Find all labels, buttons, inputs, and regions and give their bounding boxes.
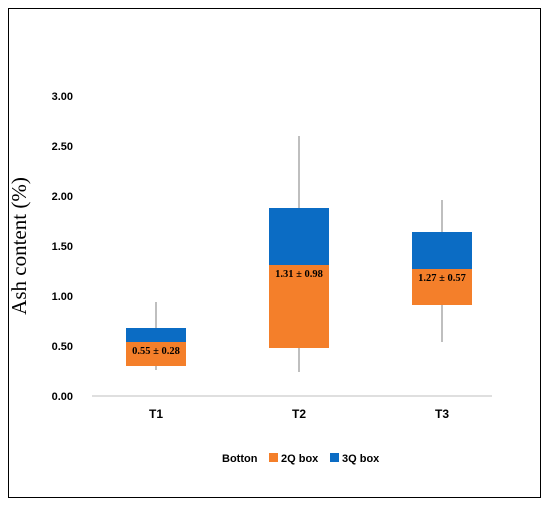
box-t3: 1.27 ± 0.57	[412, 200, 472, 342]
data-label: 0.55 ± 0.28	[132, 346, 180, 357]
y-axis-ticks: 0.00 0.50 1.00 1.50 2.00 2.50 3.00	[52, 91, 73, 403]
box-t1: 0.55 ± 0.28	[126, 302, 186, 370]
y-tick-label: 1.50	[52, 241, 73, 253]
box-t2: 1.31 ± 0.98	[269, 136, 329, 372]
box-series: 0.55 ± 0.28 1.31 ± 0.98 1.27 ± 0.57	[126, 136, 472, 372]
box-3q	[269, 208, 329, 265]
y-tick-label: 2.50	[52, 141, 73, 153]
data-label: 1.27 ± 0.57	[418, 273, 466, 284]
box-2q	[126, 342, 186, 366]
legend-item-2q: 2Q box	[281, 453, 319, 465]
legend-swatch-2q	[269, 453, 278, 462]
y-tick-label: 0.50	[52, 341, 73, 353]
box-3q	[412, 232, 472, 269]
box-2q	[412, 269, 472, 305]
x-tick-label: T1	[149, 407, 163, 421]
y-tick-label: 3.00	[52, 91, 73, 103]
y-axis-label: Ash content (%)	[7, 177, 31, 315]
legend: Botton 2Q box 3Q box	[222, 453, 380, 465]
data-label: 1.31 ± 0.98	[275, 269, 323, 280]
legend-item-3q: 3Q box	[342, 453, 380, 465]
legend-item-bottom: Botton	[222, 453, 258, 465]
y-tick-label: 1.00	[52, 291, 73, 303]
legend-swatch-3q	[330, 453, 339, 462]
x-tick-label: T2	[292, 407, 306, 421]
y-tick-label: 0.00	[52, 391, 73, 403]
box-2q	[269, 265, 329, 348]
x-tick-label: T3	[435, 407, 449, 421]
y-tick-label: 2.00	[52, 191, 73, 203]
x-axis: T1 T2 T3	[92, 395, 492, 421]
box-3q	[126, 328, 186, 342]
